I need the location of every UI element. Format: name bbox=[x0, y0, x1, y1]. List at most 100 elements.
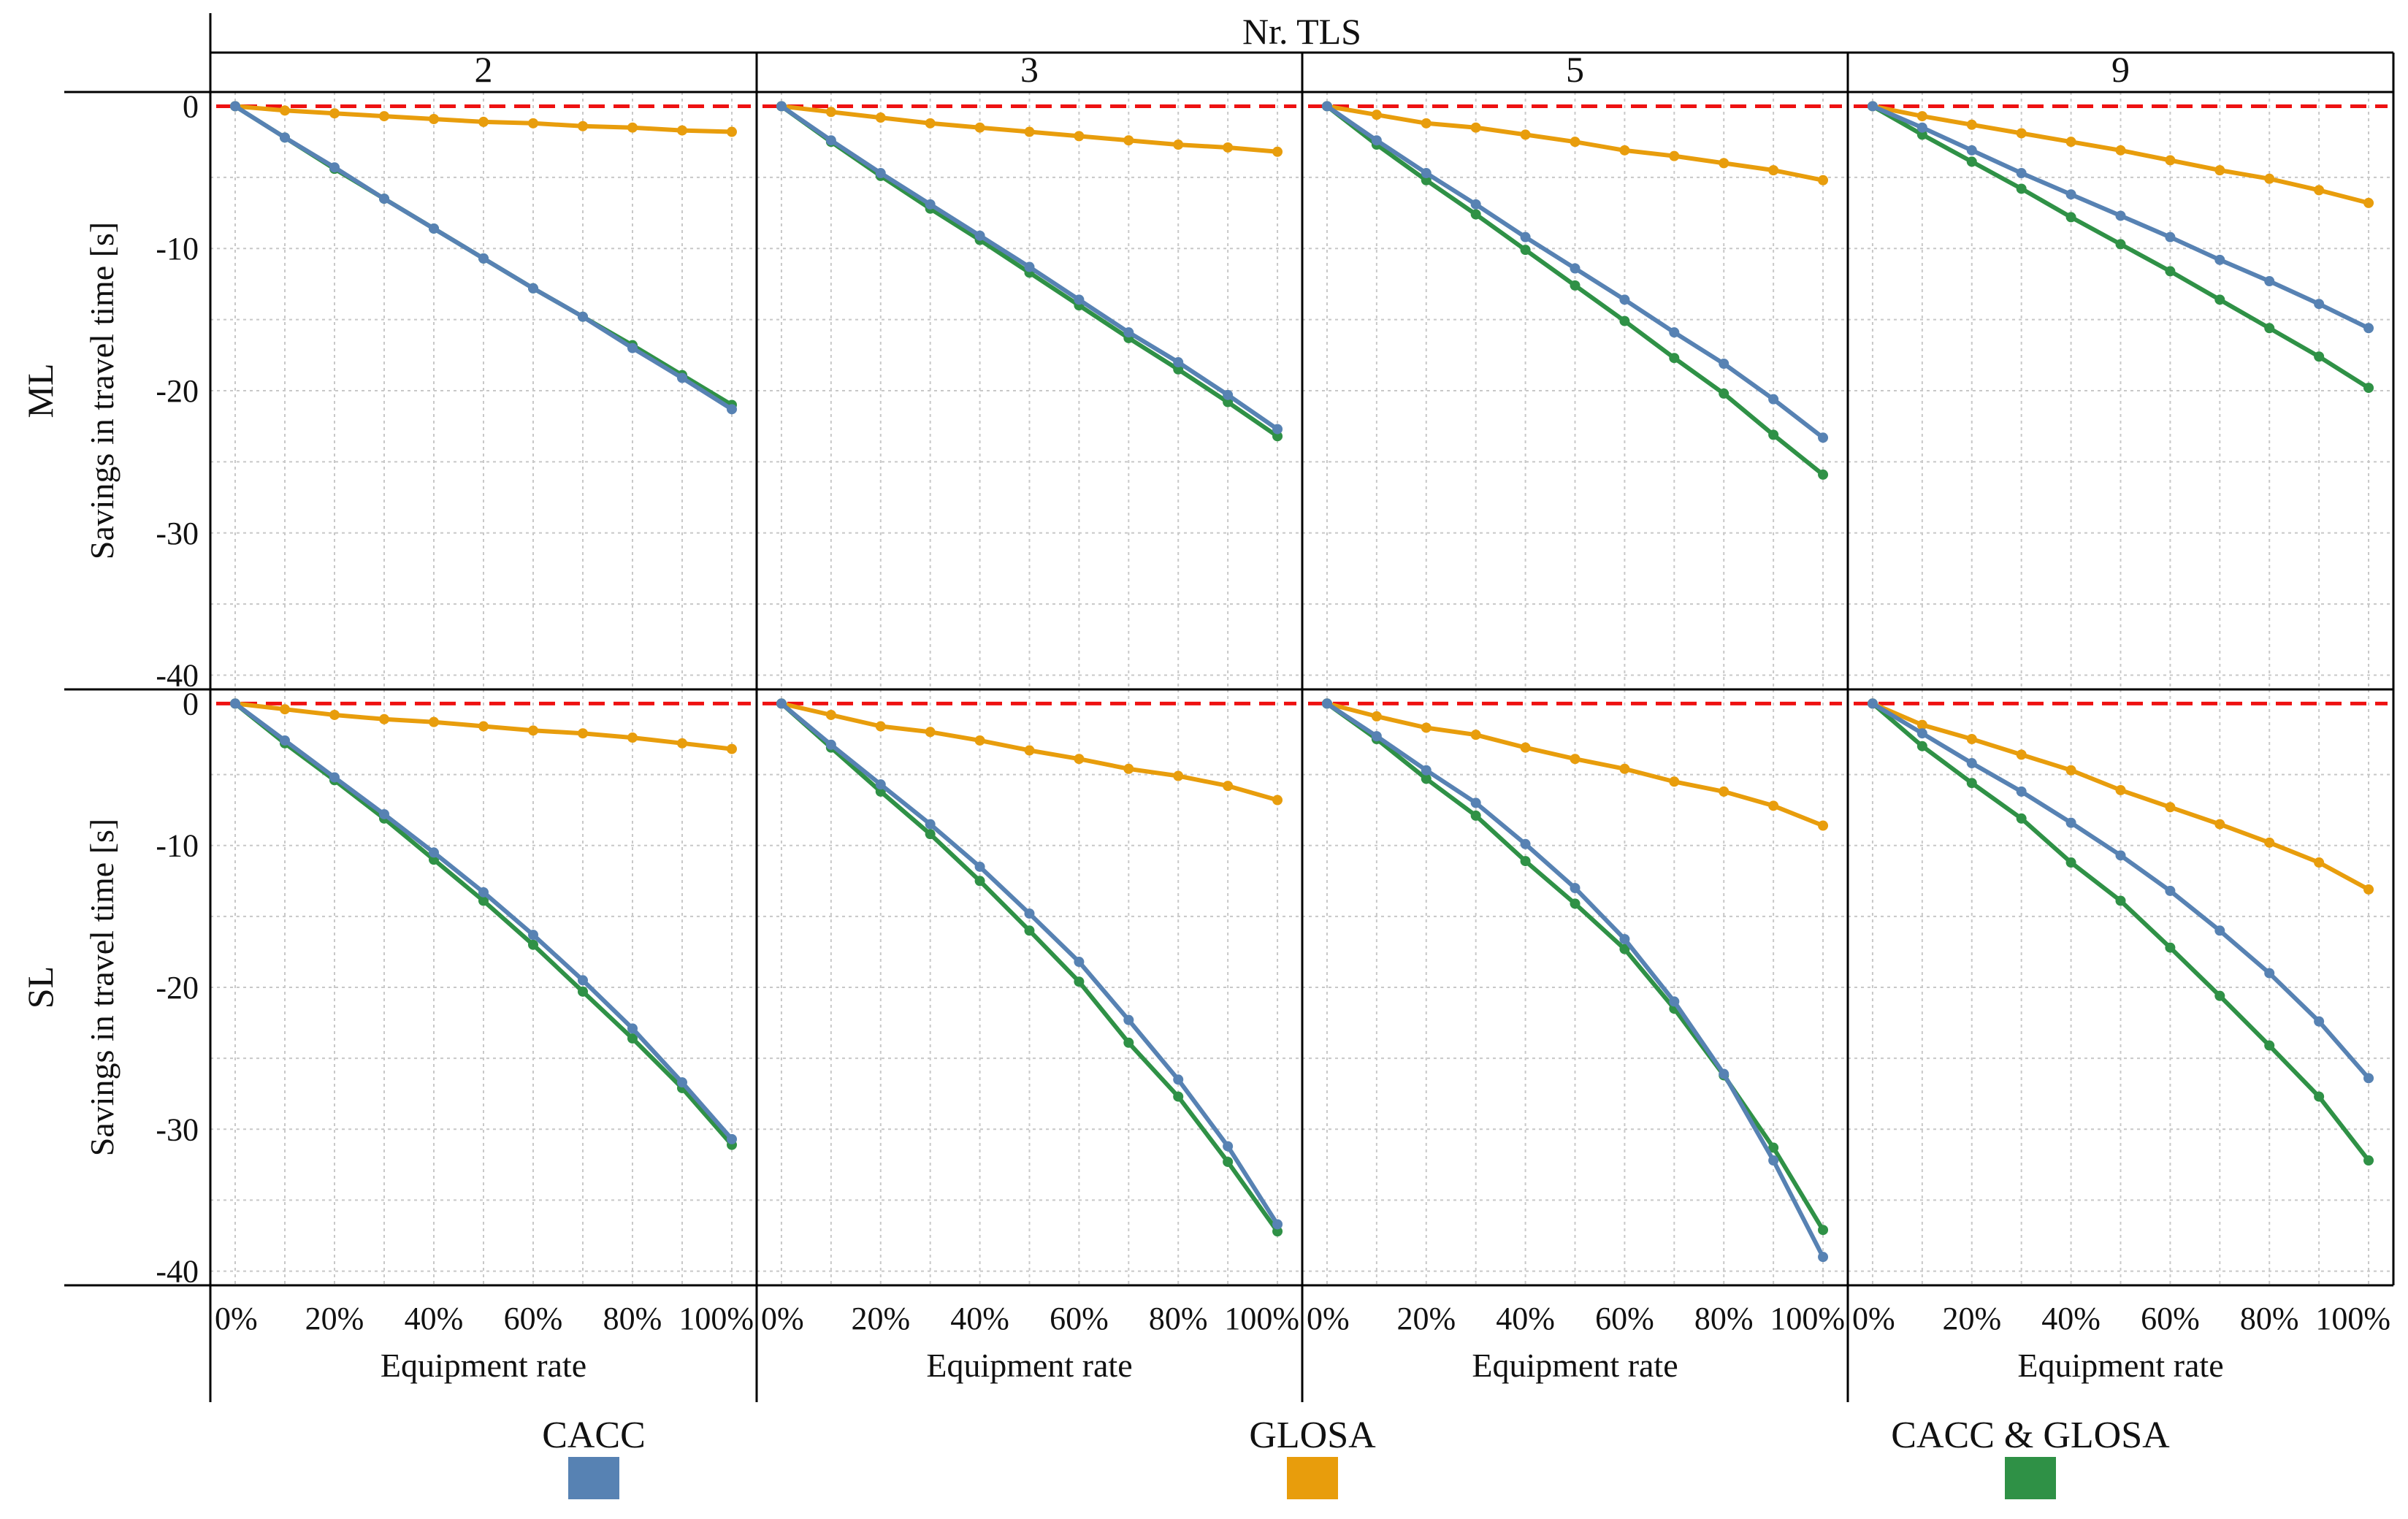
data-point-cacc bbox=[727, 404, 737, 415]
data-point-glosa bbox=[727, 126, 737, 137]
data-point-glosa bbox=[379, 713, 389, 724]
data-point-cacc bbox=[2214, 925, 2225, 936]
data-point-cacc-glosa bbox=[2165, 942, 2176, 953]
data-point-cacc-glosa bbox=[1024, 925, 1035, 936]
x-tick-label: 20% bbox=[851, 1301, 910, 1336]
data-point-cacc bbox=[1470, 797, 1481, 808]
data-point-cacc bbox=[2065, 189, 2076, 200]
data-point-cacc bbox=[2065, 817, 2076, 828]
data-point-cacc-glosa bbox=[1470, 810, 1481, 821]
column-facet-title: Nr. TLS bbox=[1242, 11, 1361, 52]
x-axis-title: Equipment rate bbox=[1472, 1347, 1678, 1384]
data-point-cacc bbox=[1669, 996, 1680, 1007]
data-point-cacc bbox=[825, 739, 836, 750]
x-tick-label: 40% bbox=[950, 1301, 1009, 1336]
x-tick-label: 0% bbox=[761, 1301, 804, 1336]
data-point-glosa bbox=[825, 107, 836, 118]
data-point-cacc-glosa bbox=[2016, 813, 2027, 824]
data-point-glosa bbox=[1818, 175, 1829, 185]
data-point-glosa bbox=[677, 125, 687, 136]
x-tick-label: 20% bbox=[1396, 1301, 1456, 1336]
data-point-cacc bbox=[875, 779, 886, 790]
data-point-cacc bbox=[478, 253, 489, 264]
data-point-glosa bbox=[2214, 165, 2225, 176]
data-point-cacc-glosa bbox=[1272, 1226, 1283, 1237]
y-tick-label: -40 bbox=[156, 658, 199, 694]
data-point-glosa bbox=[1272, 146, 1283, 157]
x-axis-title: Equipment rate bbox=[926, 1347, 1132, 1384]
data-point-glosa bbox=[677, 738, 687, 749]
data-point-cacc bbox=[230, 698, 240, 709]
y-tick-label: -30 bbox=[156, 1111, 199, 1147]
data-point-cacc bbox=[1074, 294, 1085, 305]
data-point-cacc bbox=[1719, 1068, 1729, 1079]
data-point-cacc-glosa bbox=[1768, 1142, 1779, 1153]
data-point-glosa bbox=[1123, 135, 1134, 146]
data-point-cacc-glosa bbox=[1570, 280, 1581, 291]
x-tick-label: 40% bbox=[405, 1301, 464, 1336]
data-point-cacc bbox=[578, 975, 588, 986]
data-point-cacc-glosa bbox=[2264, 323, 2275, 334]
data-point-cacc-glosa bbox=[2115, 239, 2126, 250]
data-point-cacc bbox=[280, 132, 290, 143]
data-point-cacc-glosa bbox=[1173, 364, 1184, 375]
data-point-cacc-glosa bbox=[1669, 353, 1680, 364]
data-point-glosa bbox=[528, 118, 538, 129]
data-point-glosa bbox=[1272, 795, 1283, 806]
y-tick-label: -10 bbox=[156, 231, 199, 267]
data-point-cacc bbox=[429, 223, 439, 234]
data-point-glosa bbox=[627, 732, 638, 743]
data-point-cacc bbox=[1966, 758, 1977, 769]
data-point-cacc bbox=[1223, 1141, 1234, 1152]
data-point-cacc bbox=[2115, 210, 2126, 221]
x-tick-label: 80% bbox=[1694, 1301, 1754, 1336]
data-point-glosa bbox=[1173, 770, 1184, 781]
data-point-glosa bbox=[1966, 119, 1977, 130]
data-point-cacc-glosa bbox=[925, 829, 936, 840]
data-point-cacc bbox=[329, 162, 340, 173]
data-point-cacc-glosa bbox=[2214, 990, 2225, 1001]
data-point-cacc bbox=[1867, 698, 1878, 709]
data-point-glosa bbox=[2214, 819, 2225, 830]
row-label-sl: SL bbox=[20, 966, 61, 1009]
data-point-cacc-glosa bbox=[2314, 351, 2325, 362]
data-point-cacc bbox=[1123, 327, 1134, 338]
series-layer bbox=[230, 101, 2374, 1263]
data-point-cacc bbox=[1669, 327, 1680, 338]
data-point-cacc bbox=[230, 101, 240, 112]
data-point-cacc bbox=[2264, 968, 2275, 979]
data-point-cacc-glosa bbox=[1272, 431, 1283, 442]
x-tick-label: 0% bbox=[1852, 1301, 1895, 1336]
data-point-glosa bbox=[2065, 765, 2076, 776]
data-point-glosa bbox=[825, 709, 836, 720]
data-point-cacc-glosa bbox=[2214, 294, 2225, 305]
data-point-glosa bbox=[1223, 142, 1234, 153]
data-point-cacc-glosa bbox=[1421, 773, 1432, 784]
data-point-cacc bbox=[2214, 254, 2225, 265]
data-point-cacc-glosa bbox=[1470, 209, 1481, 220]
data-point-glosa bbox=[2065, 137, 2076, 148]
data-point-glosa bbox=[429, 716, 439, 727]
data-point-cacc bbox=[677, 372, 687, 383]
data-point-glosa bbox=[1619, 145, 1630, 156]
data-point-glosa bbox=[1371, 711, 1382, 722]
data-point-cacc-glosa bbox=[528, 939, 538, 950]
data-point-glosa bbox=[1421, 722, 1432, 733]
data-point-cacc bbox=[1520, 232, 1531, 242]
data-point-cacc-glosa bbox=[1966, 156, 1977, 167]
data-point-glosa bbox=[1669, 150, 1680, 161]
data-point-cacc bbox=[478, 887, 489, 898]
y-tick-label: -30 bbox=[156, 516, 199, 551]
x-tick-label: 80% bbox=[2240, 1301, 2299, 1336]
data-point-glosa bbox=[2016, 128, 2027, 139]
data-point-cacc-glosa bbox=[1520, 245, 1531, 256]
data-point-glosa bbox=[627, 122, 638, 133]
data-point-glosa bbox=[280, 105, 290, 116]
y-tick-label: -10 bbox=[156, 828, 199, 864]
data-point-cacc bbox=[974, 861, 985, 872]
x-tick-label: 80% bbox=[1149, 1301, 1208, 1336]
x-axis-title: Equipment rate bbox=[2017, 1347, 2223, 1384]
data-point-cacc bbox=[1123, 1014, 1134, 1025]
x-tick-label: 60% bbox=[2141, 1301, 2200, 1336]
